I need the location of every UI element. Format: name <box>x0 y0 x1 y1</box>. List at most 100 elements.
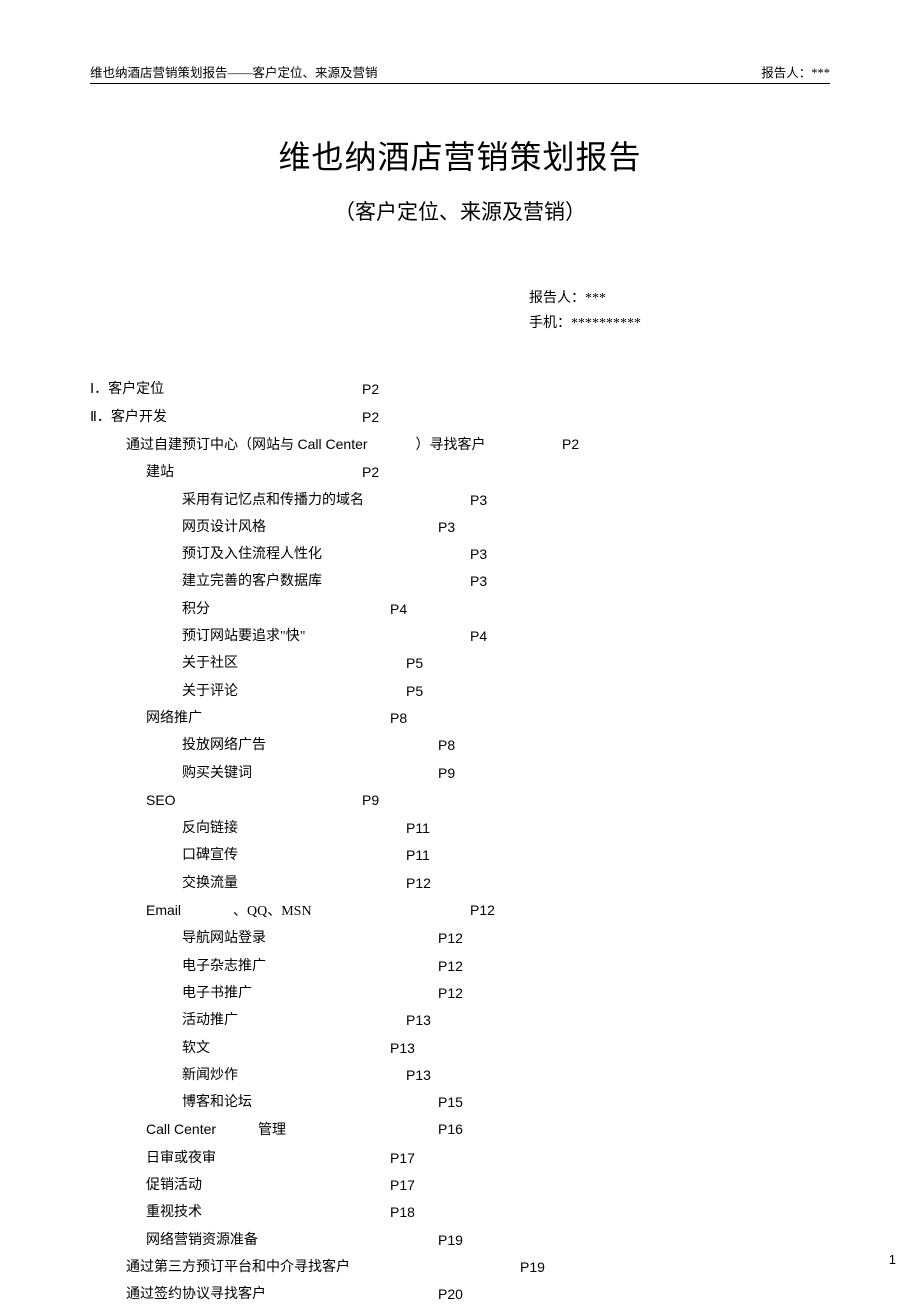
toc-row: 交换流量 P12 <box>90 870 830 897</box>
toc-row: 导航网站登录P12 <box>90 925 830 952</box>
toc-row: 日审或夜审 P17 <box>90 1145 830 1172</box>
toc-page: P13 <box>390 1035 415 1062</box>
toc-row: 博客和论坛 P15 <box>90 1089 830 1116</box>
toc-page: P17 <box>390 1172 415 1199</box>
toc-page: P15 <box>438 1089 463 1116</box>
header-right: 报告人：*** <box>761 62 830 81</box>
toc-row: 预订网站要追求"快" P4 <box>90 623 830 650</box>
toc-text: 预订网站要追求"快" <box>182 623 305 650</box>
reporter-phone: 手机：********** <box>529 311 641 336</box>
toc-row: 软文 P13 <box>90 1035 830 1062</box>
toc-text: 网页设计风格 <box>182 514 266 541</box>
toc-text: Ⅰ．客户定位 <box>90 376 164 403</box>
toc-row: 积分 P4 <box>90 596 830 623</box>
toc-row: 电子书推广 P12 <box>90 980 830 1007</box>
toc-row: 活动推广 P13 <box>90 1007 830 1034</box>
toc-text: 网络推广 <box>146 705 202 732</box>
toc-text: 投放网络广告 <box>182 732 266 759</box>
toc-text: 反向链接 <box>182 815 238 842</box>
toc-row: 网络推广 P8 <box>90 705 830 732</box>
toc-page: P8 <box>438 732 455 759</box>
toc-row: 采用有记忆点和传播力的域名P3 <box>90 487 830 514</box>
toc-text: 关于评论 <box>182 678 238 705</box>
toc-text: 建站 <box>146 459 174 486</box>
toc-row: 通过自建预订中心（网站与 Call Center）寻找客户P2 <box>90 431 830 459</box>
toc-page: P12 <box>470 897 495 924</box>
document-title: 维也纳酒店营销策划报告 <box>90 132 830 178</box>
toc-row: 通过签约协议寻找客户 P20 <box>90 1281 830 1308</box>
document-subtitle: （客户定位、来源及营销） <box>90 196 830 226</box>
toc-page: P5 <box>406 650 423 677</box>
toc-page: P4 <box>390 596 407 623</box>
toc-page: P13 <box>406 1062 431 1089</box>
toc-row: 网页设计风格 P3 <box>90 514 830 541</box>
toc-page: P17 <box>390 1145 415 1172</box>
toc-page: P2 <box>362 376 379 403</box>
toc-page: P2 <box>362 459 379 486</box>
toc-page: P19 <box>520 1254 545 1281</box>
toc-page: P12 <box>406 870 431 897</box>
toc-page: P2 <box>362 404 379 431</box>
toc-text: Ⅱ．客户开发 <box>90 404 167 431</box>
toc-text: Call Center管理 <box>146 1116 286 1144</box>
toc-text: 通过第三方预订平台和中介寻找客户 <box>126 1254 350 1281</box>
toc-row: 促销活动 P17 <box>90 1172 830 1199</box>
toc-row: Email、QQ、MSNP12 <box>90 897 830 925</box>
toc-page: P3 <box>470 541 487 568</box>
toc-text: 新闻炒作 <box>182 1062 238 1089</box>
toc-page: P11 <box>406 842 430 869</box>
toc-text: 通过签约协议寻找客户 <box>126 1281 266 1308</box>
table-of-contents: Ⅰ．客户定位P2Ⅱ．客户开发P2通过自建预订中心（网站与 Call Center… <box>90 376 830 1308</box>
toc-text: 预订及入住流程人性化 <box>182 541 322 568</box>
toc-row: 新闻炒作 P13 <box>90 1062 830 1089</box>
toc-row: 反向链接 P11 <box>90 815 830 842</box>
toc-text: 建立完善的客户数据库 <box>182 568 322 595</box>
toc-text: 交换流量 <box>182 870 238 897</box>
toc-row: 投放网络广告 P8 <box>90 732 830 759</box>
toc-page: P3 <box>470 487 487 514</box>
toc-row: 通过第三方预订平台和中介寻找客户 P19 <box>90 1254 830 1281</box>
toc-row: 购买关键词P9 <box>90 760 830 787</box>
toc-text: 购买关键词 <box>182 760 252 787</box>
toc-row: 关于评论 P5 <box>90 678 830 705</box>
toc-text: 博客和论坛 <box>182 1089 252 1116</box>
toc-text: 导航网站登录 <box>182 925 266 952</box>
toc-text: 关于社区 <box>182 650 238 677</box>
toc-text: 重视技术 <box>146 1199 202 1226</box>
page-header: 维也纳酒店营销策划报告——客户定位、来源及营销 报告人：*** <box>90 62 830 84</box>
toc-row: 关于社区 P5 <box>90 650 830 677</box>
toc-page: P13 <box>406 1007 431 1034</box>
toc-text: 活动推广 <box>182 1007 238 1034</box>
toc-page: P8 <box>390 705 407 732</box>
toc-text: 促销活动 <box>146 1172 202 1199</box>
toc-page: P20 <box>438 1281 463 1308</box>
toc-page: P18 <box>390 1199 415 1226</box>
toc-text: 日审或夜审 <box>146 1145 216 1172</box>
toc-page: P19 <box>438 1227 463 1254</box>
toc-row: SEOP9 <box>90 787 830 815</box>
toc-row: 建立完善的客户数据库 P3 <box>90 568 830 595</box>
toc-text: 积分 <box>182 596 210 623</box>
toc-page: P12 <box>438 980 463 1007</box>
toc-page: P3 <box>438 514 455 541</box>
toc-row: 预订及入住流程人性化 P3 <box>90 541 830 568</box>
toc-text: 电子杂志推广 <box>182 953 266 980</box>
toc-text: 口碑宣传 <box>182 842 238 869</box>
reporter-info: 报告人：*** 手机：********** <box>340 286 830 336</box>
toc-page: P12 <box>438 953 463 980</box>
reporter-name: 报告人：*** <box>529 286 641 311</box>
toc-text: 软文 <box>182 1035 210 1062</box>
toc-row: 网络营销资源准备P19 <box>90 1227 830 1254</box>
page-number: 1 <box>889 1252 896 1267</box>
toc-page: P16 <box>438 1116 463 1143</box>
toc-row: Ⅱ．客户开发 P2 <box>90 404 830 431</box>
toc-row: 口碑宣传 P11 <box>90 842 830 869</box>
toc-row: 电子杂志推广 P12 <box>90 953 830 980</box>
toc-row: Ⅰ．客户定位 P2 <box>90 376 830 403</box>
toc-page: P3 <box>470 568 487 595</box>
toc-page: P11 <box>406 815 430 842</box>
toc-text: 电子书推广 <box>182 980 252 1007</box>
toc-page: P5 <box>406 678 423 705</box>
toc-page: P9 <box>362 787 379 814</box>
toc-page: P4 <box>470 623 487 650</box>
